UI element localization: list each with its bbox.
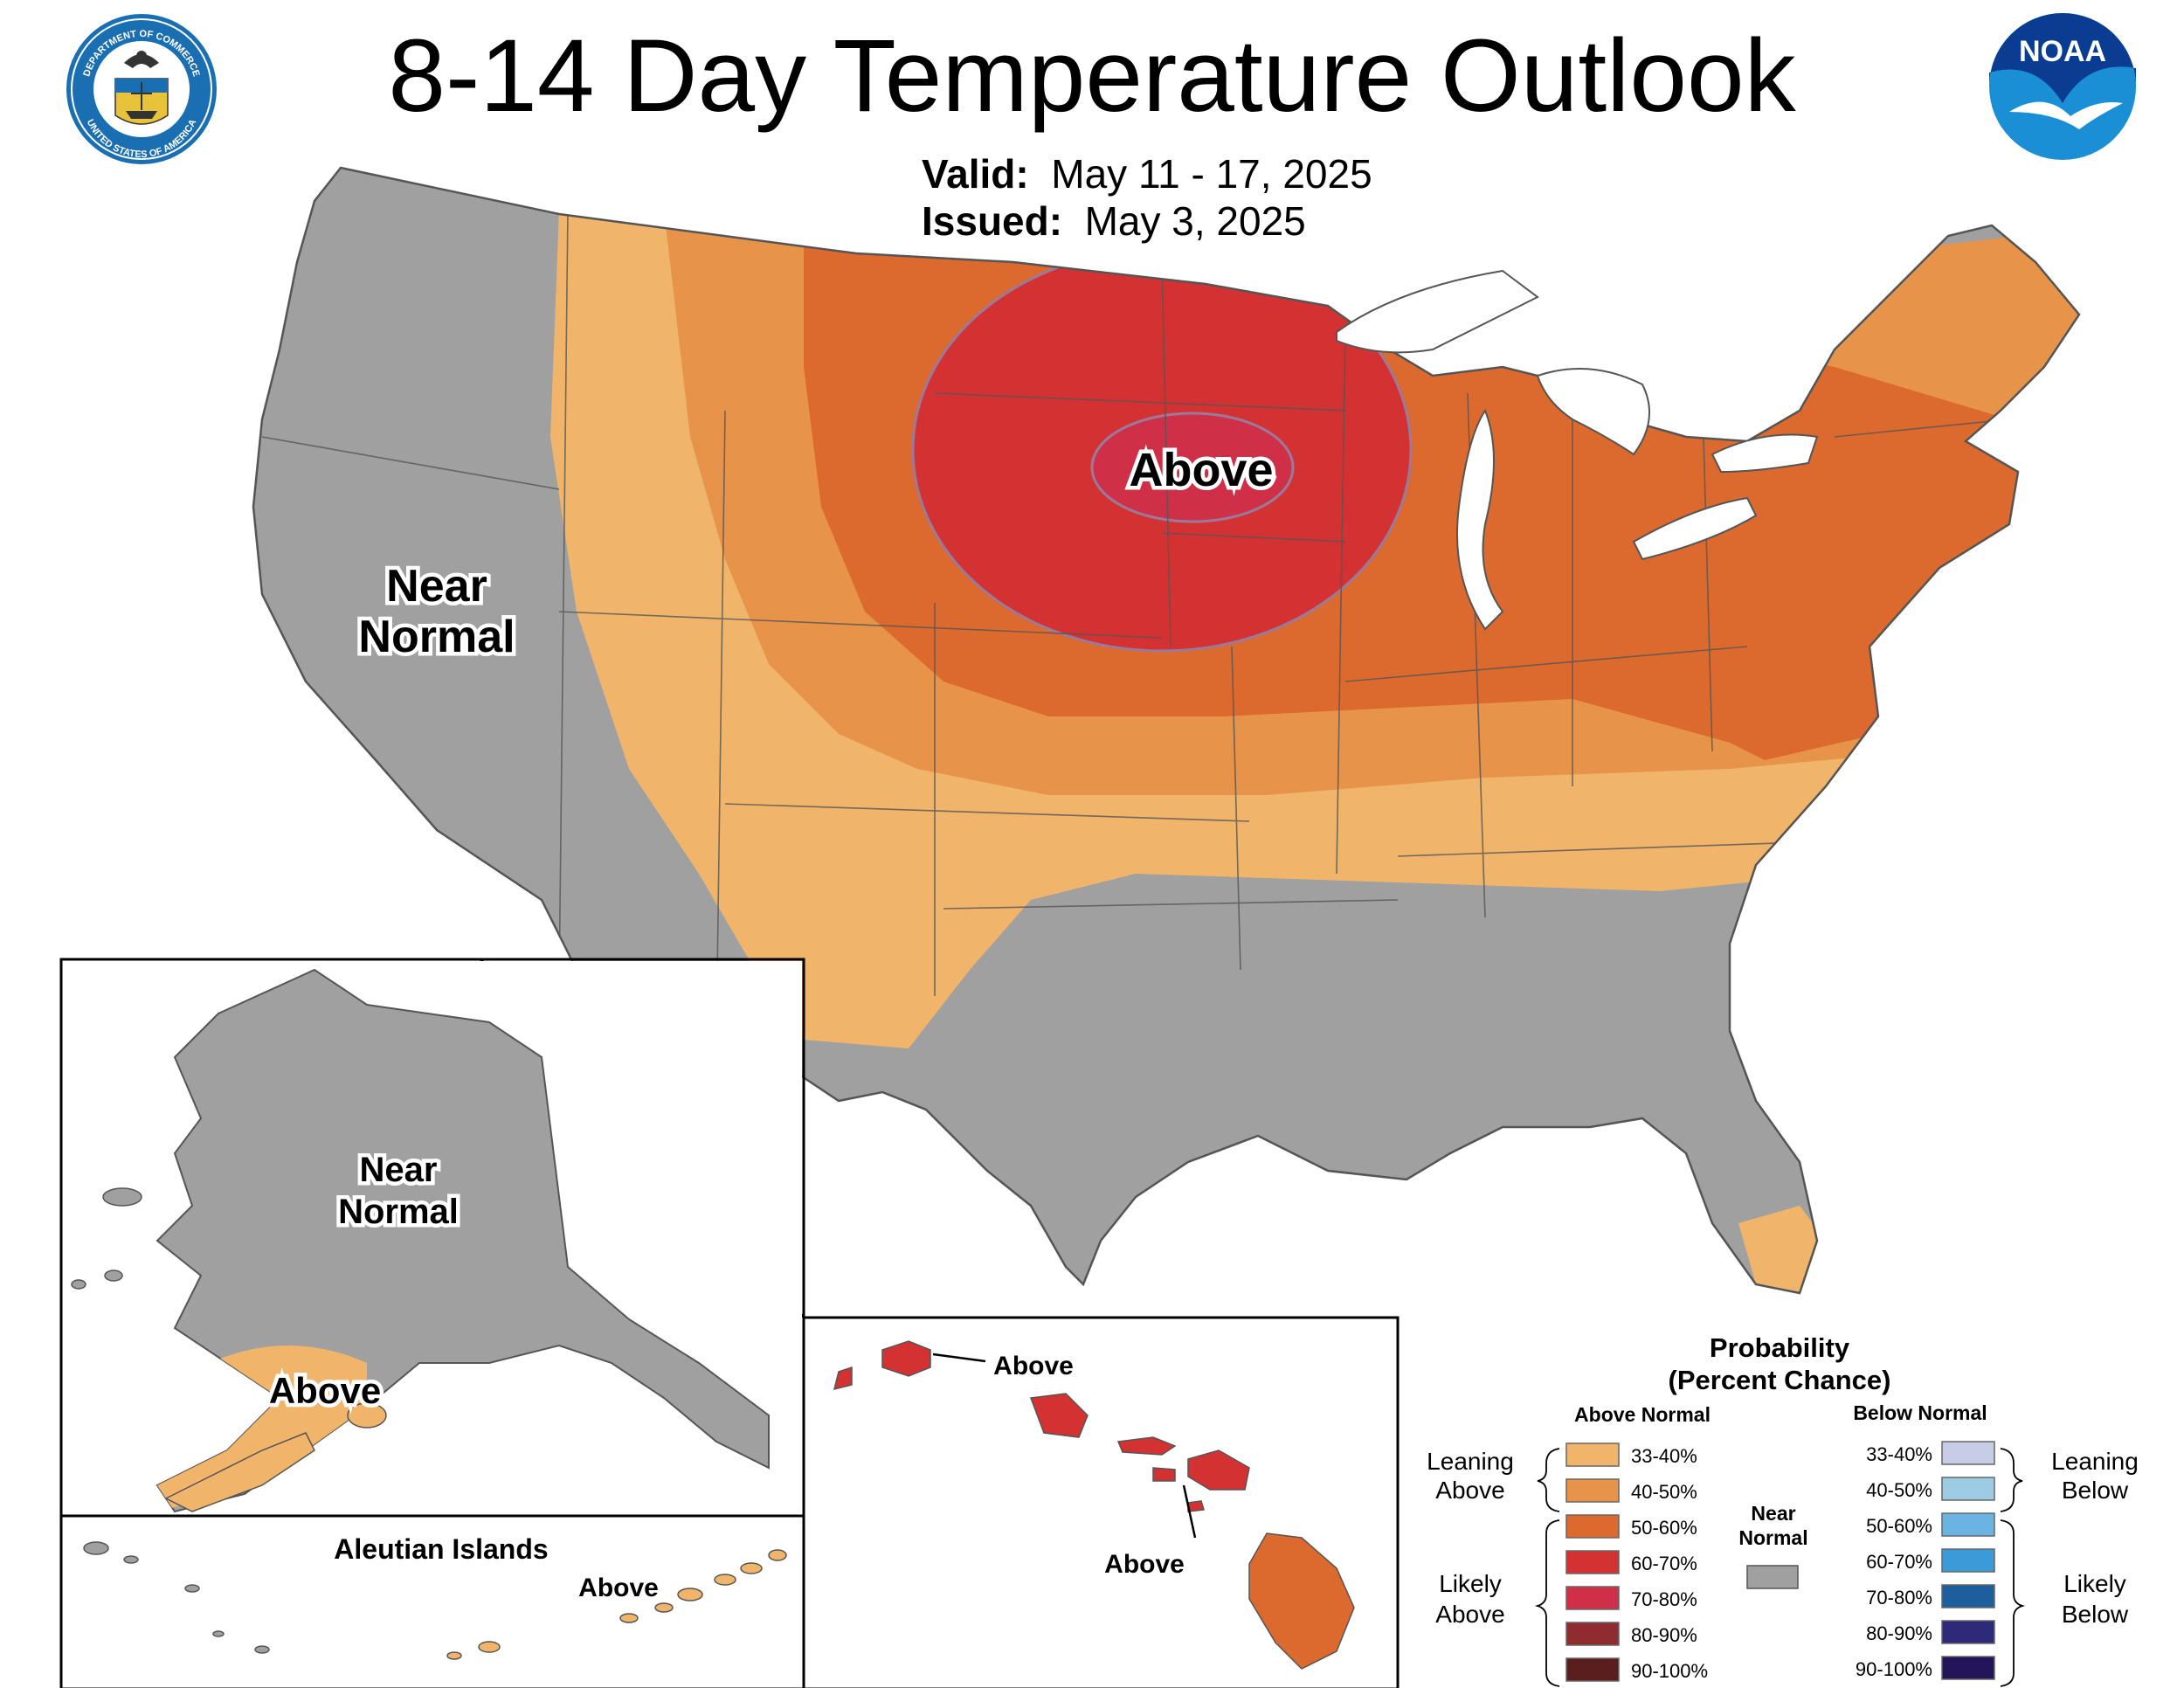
- legend-likely-above-line1: Likely: [1439, 1570, 1502, 1597]
- legend-above-swatch-4: [1565, 1586, 1620, 1610]
- legend-above-swatch-2: [1565, 1514, 1620, 1539]
- issued-label: Issued:: [922, 198, 1063, 244]
- valid-date-line: Valid: May 11 - 17, 2025: [922, 150, 1372, 197]
- legend-below-swatch-5: [1941, 1620, 1995, 1644]
- legend-above-bin-label-2: 50-60%: [1631, 1517, 1697, 1539]
- legend-near-normal-swatch: [1746, 1565, 1799, 1589]
- legend-below-swatch-6: [1941, 1656, 1995, 1680]
- legend-below-bin-label-6: 90-100%: [1856, 1658, 1932, 1680]
- legend-near-normal-line2: Normal: [1738, 1526, 1807, 1549]
- conus-above-label: Above: [1129, 444, 1273, 496]
- legend-likely-below-line1: Likely: [2063, 1570, 2126, 1597]
- conus-near-normal-label-line2: Normal: [358, 612, 515, 662]
- valid-value: May 11 - 17, 2025: [1051, 151, 1372, 197]
- legend-below-bin-label-2: 50-60%: [1866, 1515, 1932, 1537]
- legend-below-bin-label-0: 33-40%: [1866, 1443, 1932, 1465]
- legend-above-swatch-0: [1565, 1442, 1620, 1467]
- conus-near-normal-label-line1: Near: [386, 561, 487, 612]
- hawaii-above-label-north: Above: [993, 1352, 1074, 1380]
- issued-date-line: Issued: May 3, 2025: [922, 197, 1306, 245]
- aleutian-above-label: Above: [578, 1574, 659, 1602]
- legend-title-line1: Probability: [1710, 1332, 1850, 1363]
- legend-leaning-below-line1: Leaning: [2051, 1448, 2139, 1475]
- legend-below-bin-label-1: 40-50%: [1866, 1479, 1932, 1501]
- valid-label: Valid:: [922, 151, 1029, 197]
- issued-value: May 3, 2025: [1084, 198, 1306, 244]
- alaska-near-normal-label-line2: Normal: [338, 1193, 459, 1231]
- noaa-logo-text: NOAA: [2019, 35, 2106, 68]
- department-of-commerce-seal-icon: DEPARTMENT OF COMMERCE UNITED STATES OF …: [66, 14, 217, 164]
- legend-below-bin-label-5: 80-90%: [1866, 1622, 1932, 1644]
- alaska-above-label: Above: [269, 1370, 381, 1411]
- noaa-logo-icon: NOAA: [1986, 10, 2139, 163]
- legend-above-bin-label-5: 80-90%: [1631, 1624, 1697, 1646]
- page-title: 8-14 Day Temperature Outlook: [388, 18, 1796, 134]
- great-lakes: [1336, 269, 1819, 631]
- legend-above-bin-label-1: 40-50%: [1631, 1481, 1697, 1503]
- legend-below-bin-label-3: 60-70%: [1866, 1551, 1932, 1573]
- legend-above-bin-label-4: 70-80%: [1631, 1588, 1697, 1610]
- legend-above-header: Above Normal: [1574, 1403, 1711, 1426]
- legend-leaning-above-line1: Leaning: [1427, 1448, 1514, 1475]
- hawaii-inset: [802, 1316, 1400, 1688]
- legend-above-bin-label-3: 60-70%: [1631, 1553, 1697, 1574]
- legend-below-swatch-2: [1941, 1512, 1995, 1537]
- legend-leaning-above-line2: Above: [1435, 1477, 1504, 1504]
- legend-likely-below-line2: Below: [2062, 1601, 2129, 1628]
- legend-leaning-below-line2: Below: [2062, 1477, 2129, 1504]
- legend-near-normal-line1: Near: [1751, 1502, 1795, 1525]
- legend-above-swatch-3: [1565, 1550, 1620, 1574]
- legend-above-bin-label-0: 33-40%: [1631, 1445, 1697, 1467]
- legend-below-swatch-1: [1941, 1477, 1995, 1501]
- legend-graphics: [1534, 1441, 2026, 1687]
- legend-above-swatch-5: [1565, 1622, 1620, 1646]
- alaska-near-normal-label-line1: Near: [360, 1151, 438, 1189]
- legend-below-header: Below Normal: [1853, 1401, 1987, 1424]
- legend-below-bin-label-4: 70-80%: [1866, 1587, 1932, 1608]
- hawaii-above-label-south: Above: [1104, 1550, 1185, 1579]
- legend-below-swatch-3: [1941, 1548, 1995, 1573]
- legend-above-swatch-6: [1565, 1657, 1620, 1682]
- aleutian-islands-title: Aleutian Islands: [334, 1533, 548, 1565]
- legend-below-swatch-4: [1941, 1584, 1995, 1608]
- legend-above-bin-label-6: 90-100%: [1631, 1660, 1708, 1682]
- legend-likely-above-line2: Above: [1435, 1601, 1504, 1628]
- legend-above-swatch-1: [1565, 1478, 1620, 1503]
- legend-below-swatch-0: [1941, 1441, 1995, 1465]
- legend-title-line2: (Percent Chance): [1669, 1365, 1891, 1395]
